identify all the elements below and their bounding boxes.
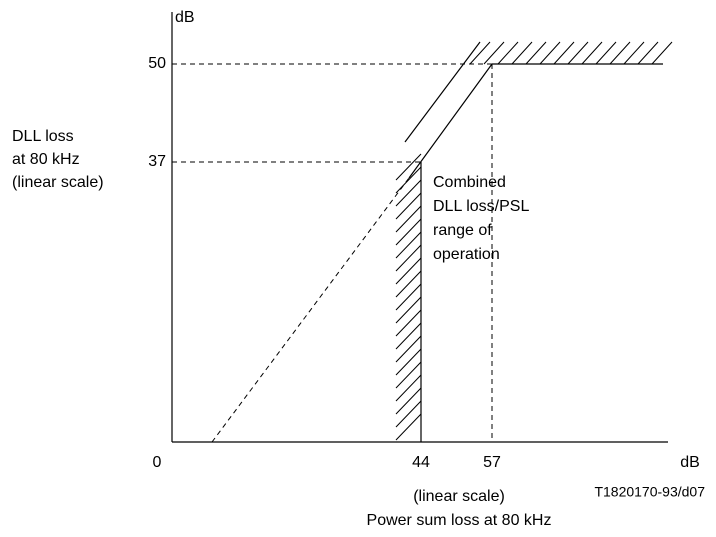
y-label: DLL loss bbox=[12, 128, 74, 145]
hatch-line bbox=[609, 41, 631, 65]
hatch-line bbox=[553, 41, 575, 65]
hatch-line bbox=[395, 348, 422, 376]
figure-id: T1820170-93/d07 bbox=[594, 484, 705, 500]
region-label: DLL loss/PSL bbox=[433, 198, 529, 215]
hatch-line bbox=[395, 335, 422, 363]
y-tick-label: 50 bbox=[148, 55, 166, 72]
hatch-line bbox=[395, 283, 422, 311]
x-origin: 0 bbox=[153, 454, 162, 471]
hatch-line bbox=[539, 41, 561, 65]
hatch-line bbox=[497, 41, 519, 65]
hatch-line bbox=[395, 400, 422, 428]
region-label: Combined bbox=[433, 174, 506, 191]
hatch-line bbox=[395, 270, 422, 298]
hatch-line bbox=[395, 374, 422, 402]
hatch-line bbox=[395, 153, 422, 181]
y-label: (linear scale) bbox=[12, 174, 104, 191]
extension-line bbox=[211, 177, 410, 443]
y-unit: dB bbox=[175, 9, 195, 26]
hatch-line bbox=[469, 41, 491, 65]
y-tick-label: 37 bbox=[148, 153, 166, 170]
hatch-line bbox=[567, 41, 589, 65]
x-tick-label: 57 bbox=[483, 454, 501, 471]
hatch-line bbox=[483, 41, 505, 65]
hatch-line bbox=[623, 41, 645, 65]
hatch-line bbox=[637, 41, 659, 65]
hatch-line bbox=[395, 322, 422, 350]
x-label: Power sum loss at 80 kHz bbox=[367, 512, 552, 529]
hatch-line bbox=[395, 192, 422, 220]
region-label: range of bbox=[433, 222, 492, 239]
hatch-line bbox=[525, 41, 547, 65]
x-unit: dB bbox=[680, 454, 700, 471]
hatch-line bbox=[395, 309, 422, 337]
hatch-line bbox=[395, 296, 422, 324]
hatch-line bbox=[395, 179, 422, 207]
hatch-line bbox=[511, 41, 533, 65]
boundary-line bbox=[408, 63, 493, 179]
boundary-line bbox=[404, 41, 481, 143]
region-label: operation bbox=[433, 246, 500, 263]
hatch-line bbox=[595, 41, 617, 65]
hatch-line bbox=[581, 41, 603, 65]
hatch-line bbox=[395, 218, 422, 246]
hatching bbox=[395, 41, 673, 441]
x-tick-label: 44 bbox=[412, 454, 430, 471]
x-scale-note: (linear scale) bbox=[413, 488, 505, 505]
hatch-line bbox=[395, 231, 422, 259]
hatch-line bbox=[395, 205, 422, 233]
y-label: at 80 kHz bbox=[12, 151, 80, 168]
hatch-line bbox=[651, 41, 673, 65]
hatch-line bbox=[395, 244, 422, 272]
hatch-line bbox=[395, 413, 422, 441]
hatch-line bbox=[395, 166, 422, 194]
hatch-line bbox=[395, 387, 422, 415]
hatch-line bbox=[395, 257, 422, 285]
hatch-line bbox=[395, 361, 422, 389]
